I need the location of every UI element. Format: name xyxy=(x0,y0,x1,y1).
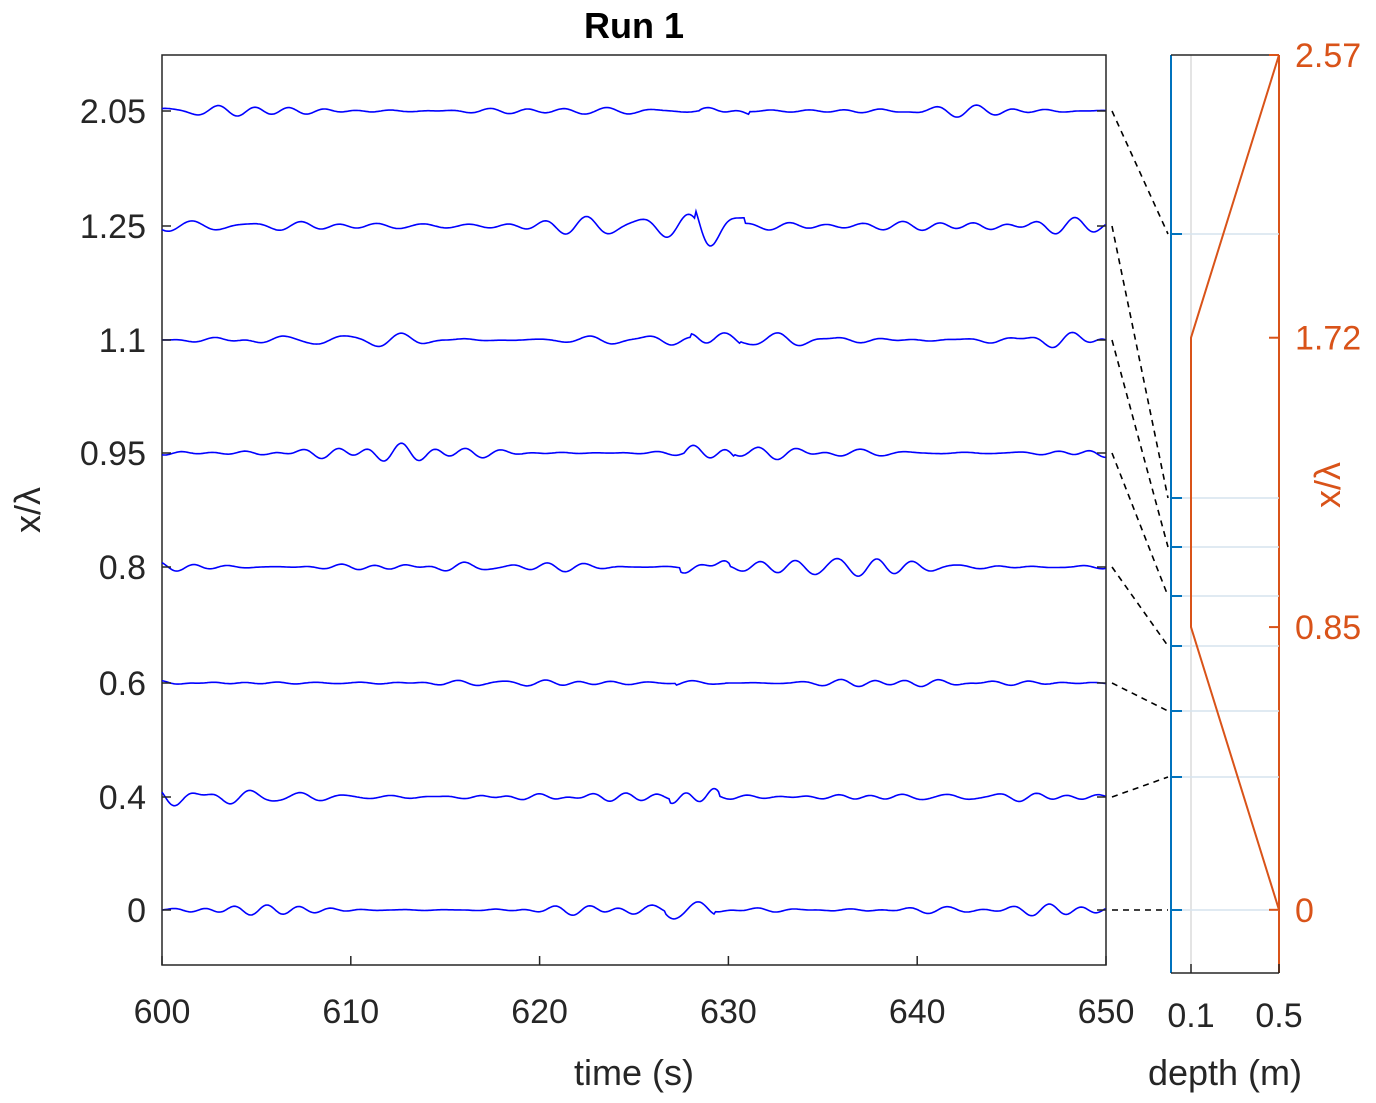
connector-lines xyxy=(1111,110,1169,911)
wave-trace xyxy=(162,331,1106,349)
y-tick-label: 1.25 xyxy=(80,208,146,246)
right-y-axis-label: x/λ xyxy=(1307,462,1348,508)
x-axis-ticks: 600 610 620 630 640 650 xyxy=(134,956,1135,1031)
right-y-tick-label: 2.57 xyxy=(1295,37,1361,75)
wave-trace xyxy=(161,208,1106,247)
y-axis-ticks: 0 0.4 0.6 0.8 0.95 1.1 1.25 2.05 xyxy=(80,93,1106,930)
right-y-tick-label: 1.72 xyxy=(1295,320,1361,358)
connector-line xyxy=(1111,452,1169,597)
depth-x-tick-label: 0.1 xyxy=(1167,997,1214,1035)
connector-line xyxy=(1111,110,1169,235)
x-tick-label: 630 xyxy=(700,993,757,1031)
x-axis-label: time (s) xyxy=(574,1052,694,1093)
right-y-tick-label: 0.85 xyxy=(1295,609,1361,647)
main-plot: 600 610 620 630 640 650 0 0.4 0.6 0.8 0.95 1.1 1.25… xyxy=(7,54,1135,1093)
wave-trace xyxy=(161,104,1106,118)
wave-trace xyxy=(161,678,1106,688)
wave-trace xyxy=(161,442,1106,462)
wave-trace xyxy=(161,557,1106,578)
y-tick-label: 2.05 xyxy=(80,93,146,131)
depth-x-tick-label: 0.5 xyxy=(1255,997,1302,1035)
y-tick-label: 0.6 xyxy=(99,665,146,703)
depth-x-axis-ticks: 0.1 0.5 xyxy=(1167,964,1303,1035)
y-tick-label: 1.1 xyxy=(99,322,146,360)
y-axis-label: x/λ xyxy=(7,487,48,533)
chart-title: Run 1 xyxy=(584,5,684,46)
x-tick-label: 600 xyxy=(134,993,191,1031)
wave-traces xyxy=(161,104,1106,920)
right-y-tick-label: 0 xyxy=(1295,892,1314,930)
depth-plot: 0 0.85 1.72 2.57 0.1 0.5 depth (m) x/λ xyxy=(1148,37,1361,1093)
depth-profile-line xyxy=(1190,54,1280,911)
main-axes-box xyxy=(161,54,1107,966)
y-tick-label: 0.95 xyxy=(80,435,146,473)
x-tick-label: 610 xyxy=(322,993,379,1031)
depth-axes-area xyxy=(1171,55,1279,973)
wave-trace xyxy=(161,901,1106,920)
wave-trace xyxy=(161,787,1106,807)
connector-line xyxy=(1111,566,1169,647)
connector-line xyxy=(1111,339,1169,548)
depth-x-axis-label: depth (m) xyxy=(1148,1052,1302,1093)
y-tick-label: 0 xyxy=(127,892,146,930)
connector-line xyxy=(1111,682,1169,712)
y-tick-label: 0.8 xyxy=(99,549,146,587)
connector-line xyxy=(1111,225,1169,499)
x-tick-label: 650 xyxy=(1078,993,1135,1031)
right-y-axis-ticks: 0 0.85 1.72 2.57 xyxy=(1269,37,1361,930)
y-tick-label: 0.4 xyxy=(99,779,146,817)
x-tick-label: 620 xyxy=(511,993,568,1031)
gauge-position-ticks xyxy=(1171,233,1279,911)
x-tick-label: 640 xyxy=(889,993,946,1031)
connector-line xyxy=(1111,776,1169,798)
